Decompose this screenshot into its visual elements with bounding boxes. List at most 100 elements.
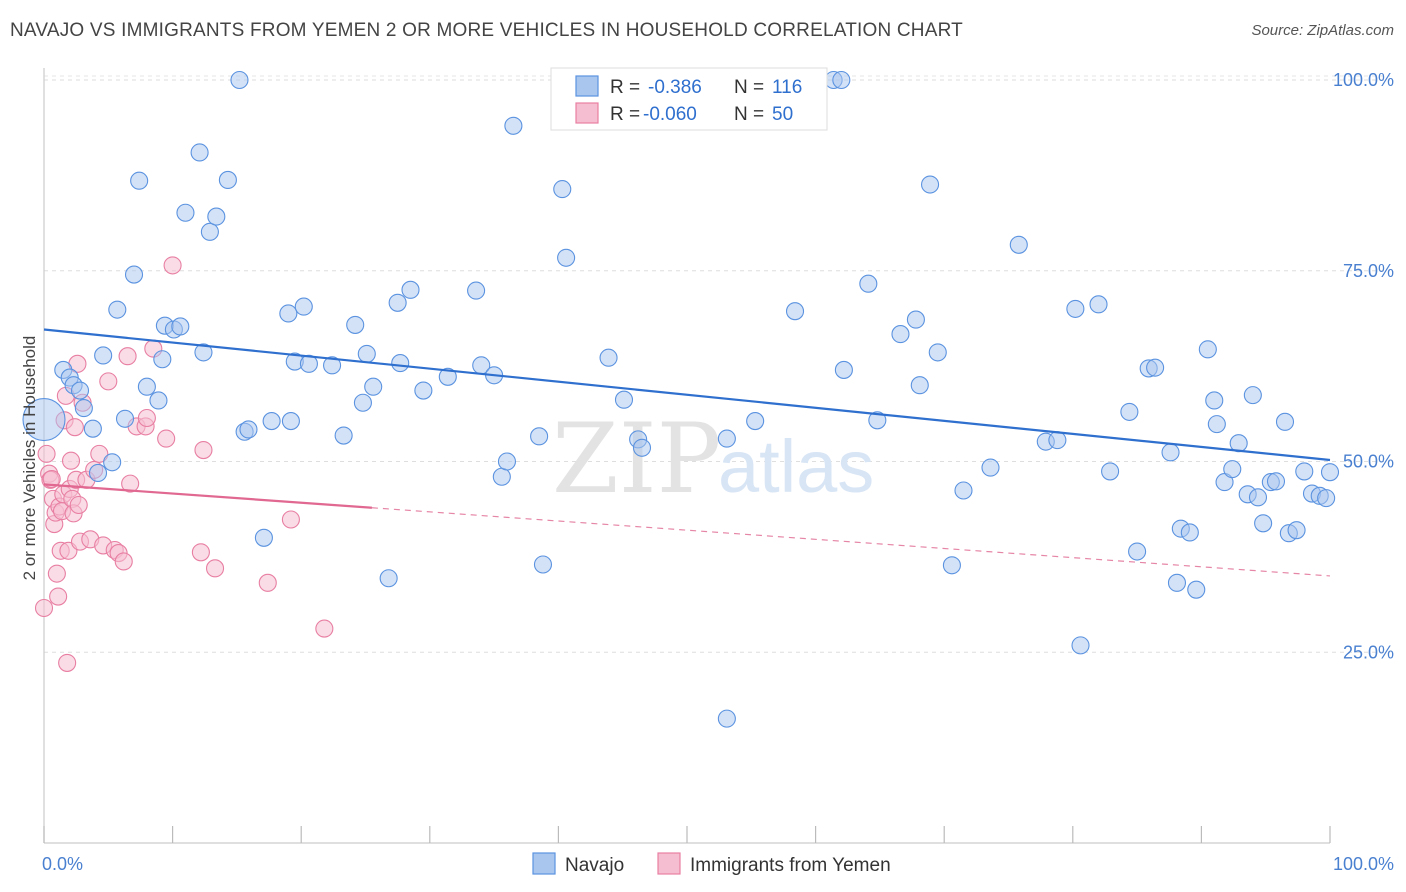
data-point-navajo (108, 300, 127, 319)
data-point-navajo (553, 180, 572, 199)
data-point-navajo (1287, 521, 1306, 540)
data-point-navajo (438, 367, 457, 386)
data-point-navajo (1066, 299, 1085, 318)
data-point-yemen (37, 444, 56, 463)
legend-r-label-navajo: R = (610, 77, 640, 98)
data-point-navajo (353, 393, 372, 412)
series-yemen (34, 256, 334, 672)
data-point-navajo (746, 412, 765, 431)
data-point-navajo (171, 317, 190, 336)
data-point-navajo (1009, 235, 1028, 254)
data-point-navajo (1146, 358, 1165, 377)
data-point-navajo (942, 556, 961, 575)
legend-r-yemen: -0.060 (643, 104, 697, 125)
legend-swatch-navajo (575, 75, 599, 97)
data-point-navajo (190, 143, 209, 162)
legend-r-label-yemen: R = (610, 104, 640, 125)
data-point-navajo (928, 343, 947, 362)
data-point-navajo (262, 412, 281, 431)
data-point-navajo (22, 397, 66, 442)
data-point-navajo (83, 419, 102, 438)
data-point-navajo (153, 350, 172, 369)
data-point-navajo (137, 377, 156, 396)
watermark-atlas: atlas (718, 425, 874, 508)
bottom-legend-swatch-navajo (532, 852, 556, 875)
data-point-navajo (891, 325, 910, 344)
data-point-navajo (379, 569, 398, 588)
data-point-navajo (346, 315, 365, 334)
data-point-navajo (614, 390, 634, 409)
data-point-yemen (281, 510, 300, 529)
data-point-yemen (47, 564, 66, 583)
data-point-navajo (1317, 489, 1336, 508)
data-point-yemen (315, 619, 334, 638)
data-point-navajo (1198, 340, 1217, 359)
data-point-navajo (1248, 488, 1268, 507)
data-point-navajo (281, 412, 300, 431)
data-point-navajo (906, 310, 925, 329)
data-point-navajo (1161, 443, 1180, 462)
data-point-yemen (137, 408, 156, 428)
data-point-yemen (194, 441, 213, 460)
trendline-navajo (43, 328, 1331, 462)
data-point-navajo (1254, 514, 1273, 533)
data-point-navajo (504, 116, 523, 135)
data-point-yemen (49, 587, 68, 606)
x-tick-label: 0.0% (42, 854, 83, 874)
data-point-navajo (497, 452, 517, 471)
legend-n-label-navajo: N = (734, 77, 764, 98)
data-point-navajo (279, 304, 298, 323)
data-point-navajo (868, 411, 887, 430)
chart-title: NAVAJO VS IMMIGRANTS FROM YEMEN 2 OR MOR… (10, 20, 963, 41)
legend-n-yemen: 50 (772, 104, 793, 125)
data-point-yemen (42, 469, 61, 489)
data-point-navajo (254, 528, 273, 547)
y-tick-label: 100.0% (1333, 70, 1394, 90)
data-point-navajo (124, 265, 144, 284)
data-point-yemen (258, 573, 277, 592)
data-point-navajo (149, 391, 168, 410)
bottom-legend: Navajo Immigrants from Yemen (532, 852, 891, 876)
data-point-navajo (834, 360, 853, 379)
data-point-yemen (118, 347, 137, 366)
data-point-yemen (205, 559, 225, 578)
data-point-yemen (34, 598, 54, 618)
data-point-navajo (74, 399, 93, 418)
data-point-navajo (981, 458, 1000, 477)
x-tick-label: 100.0% (1333, 854, 1394, 874)
bottom-legend-yemen: Immigrants from Yemen (690, 855, 891, 876)
source-label: Source: ZipAtlas.com (1251, 22, 1394, 39)
data-point-navajo (1320, 463, 1340, 482)
data-point-navajo (176, 203, 195, 222)
legend-n-label-yemen: N = (734, 104, 764, 125)
series-navajo (22, 70, 1340, 728)
data-point-navajo (207, 207, 226, 226)
tick-labels: 25.0% 50.0% 75.0% 100.0% 0.0% 100.0% (42, 70, 1394, 874)
data-point-navajo (530, 427, 549, 446)
data-point-navajo (391, 354, 410, 373)
data-point-navajo (323, 356, 342, 375)
data-point-navajo (557, 248, 576, 267)
trend-lines (43, 328, 1331, 577)
data-point-navajo (401, 280, 420, 299)
data-point-navajo (1071, 636, 1090, 655)
data-point-navajo (200, 222, 219, 241)
data-point-navajo (1223, 460, 1242, 479)
data-point-navajo (1207, 415, 1226, 434)
data-point-navajo (88, 463, 108, 482)
data-point-navajo (1180, 523, 1199, 542)
data-point-navajo (388, 293, 407, 312)
data-point-navajo (1048, 431, 1067, 450)
data-point-navajo (492, 467, 511, 486)
data-point-navajo (954, 481, 973, 500)
data-point-navajo (194, 343, 213, 362)
data-point-navajo (1167, 573, 1187, 592)
data-point-yemen (121, 474, 140, 493)
data-point-yemen (99, 372, 118, 391)
y-tick-label: 50.0% (1343, 452, 1394, 472)
data-point-yemen (114, 552, 133, 571)
legend-box: R = -0.386 N = 116 R = -0.060 N = 50 (550, 67, 828, 131)
bottom-legend-swatch-yemen (657, 852, 681, 875)
data-point-navajo (115, 409, 135, 428)
data-point-navajo (1205, 391, 1224, 410)
